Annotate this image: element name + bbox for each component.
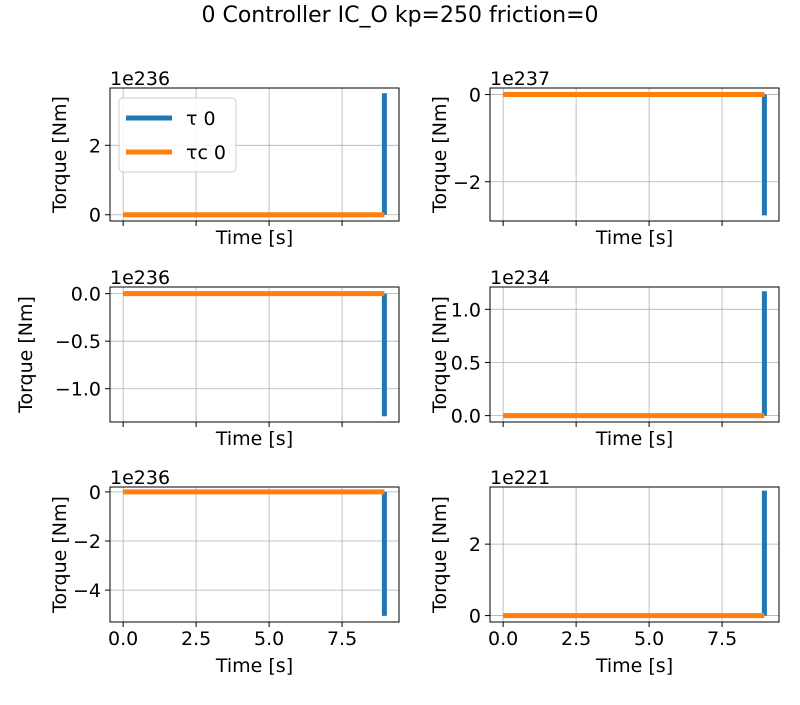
x-axis-label: Time [s] — [595, 428, 673, 450]
y-tick-label: −1.0 — [55, 379, 101, 401]
axis-offset-text: 1e236 — [110, 267, 170, 289]
x-axis-label: Time [s] — [595, 655, 673, 677]
x-tick-label: 2.5 — [561, 628, 591, 650]
axis-offset-text: 1e221 — [490, 467, 550, 489]
subplot-2: 0 −2 1e237 Time [s] Torque [Nm] — [429, 68, 780, 249]
subplot-3: 0.0 −0.5 −1.0 1e236 Time [s] Torque [Nm] — [15, 267, 400, 450]
y-tick-label: 0 — [469, 85, 481, 107]
y-tick-label: 1.0 — [451, 299, 481, 321]
y-axis-label: Torque [Nm] — [429, 496, 451, 614]
y-tick-label: −2 — [73, 531, 101, 553]
x-axis-label: Time [s] — [595, 227, 673, 249]
subplot-1: 0 2 1e236 Time [s] Torque [Nm] — [49, 68, 400, 249]
x-tick-label: 5.0 — [254, 628, 284, 650]
x-tick-label: 7.5 — [707, 628, 737, 650]
y-tick-label: 0.5 — [451, 352, 481, 374]
y-axis-label: Torque [Nm] — [49, 496, 71, 614]
plot-frame — [109, 286, 400, 423]
subplots: 0 2 1e236 Time [s] Torque [Nm] 0 −2 1e237 Time [… — [15, 68, 780, 677]
x-tick-label: 2.5 — [181, 628, 211, 650]
y-tick-label: −0.5 — [55, 331, 101, 353]
y-tick-label: 0 — [469, 606, 481, 628]
x-axis-label: Time [s] — [215, 428, 293, 450]
plot-frame — [489, 286, 780, 423]
plot-frame — [489, 87, 780, 222]
x-tick-label: 0.0 — [488, 628, 518, 650]
y-tick-label: 0.0 — [451, 406, 481, 428]
y-tick-label: 0 — [89, 205, 101, 227]
legend: τ 0 τc 0 — [118, 97, 237, 173]
y-tick-label: −2 — [453, 172, 481, 194]
x-tick-label: 0.0 — [108, 628, 138, 650]
x-axis-label: Time [s] — [215, 227, 293, 249]
legend-label-tau: τ 0 — [186, 108, 216, 130]
subplot-4: 0.0 0.5 1.0 1e234 Time [s] Torque [Nm] — [429, 267, 780, 450]
y-tick-label: −4 — [73, 580, 101, 602]
y-axis-label: Torque [Nm] — [15, 296, 37, 414]
axis-offset-text: 1e236 — [110, 467, 170, 489]
figure-title: 0 Controller IC_O kp=250 friction=0 — [201, 3, 598, 28]
plot-frame — [489, 486, 780, 623]
axis-offset-text: 1e236 — [110, 68, 170, 90]
plot-frame — [109, 87, 400, 222]
y-tick-label: 2 — [89, 135, 101, 157]
axis-offset-text: 1e234 — [490, 267, 550, 289]
y-tick-label: 0 — [89, 482, 101, 504]
y-tick-label: 2 — [469, 534, 481, 556]
legend-label-tau-c: τc 0 — [186, 142, 226, 164]
y-axis-label: Torque [Nm] — [429, 96, 451, 214]
subplot-6: 0.0 2.5 5.0 7.5 0 2 1e221 Time [s] Torque [Nm] — [429, 467, 780, 677]
y-axis-label: Torque [Nm] — [429, 296, 451, 414]
y-tick-label: 0.0 — [71, 284, 101, 306]
subplot-5: 0.0 2.5 5.0 7.5 0 −2 −4 1e236 Time [s] Torque [Nm… — [49, 467, 400, 677]
axis-offset-text: 1e237 — [490, 68, 550, 90]
plot-frame — [109, 486, 400, 623]
x-axis-label: Time [s] — [215, 655, 293, 677]
x-tick-label: 5.0 — [634, 628, 664, 650]
y-axis-label: Torque [Nm] — [49, 96, 71, 214]
x-tick-label: 7.5 — [327, 628, 357, 650]
